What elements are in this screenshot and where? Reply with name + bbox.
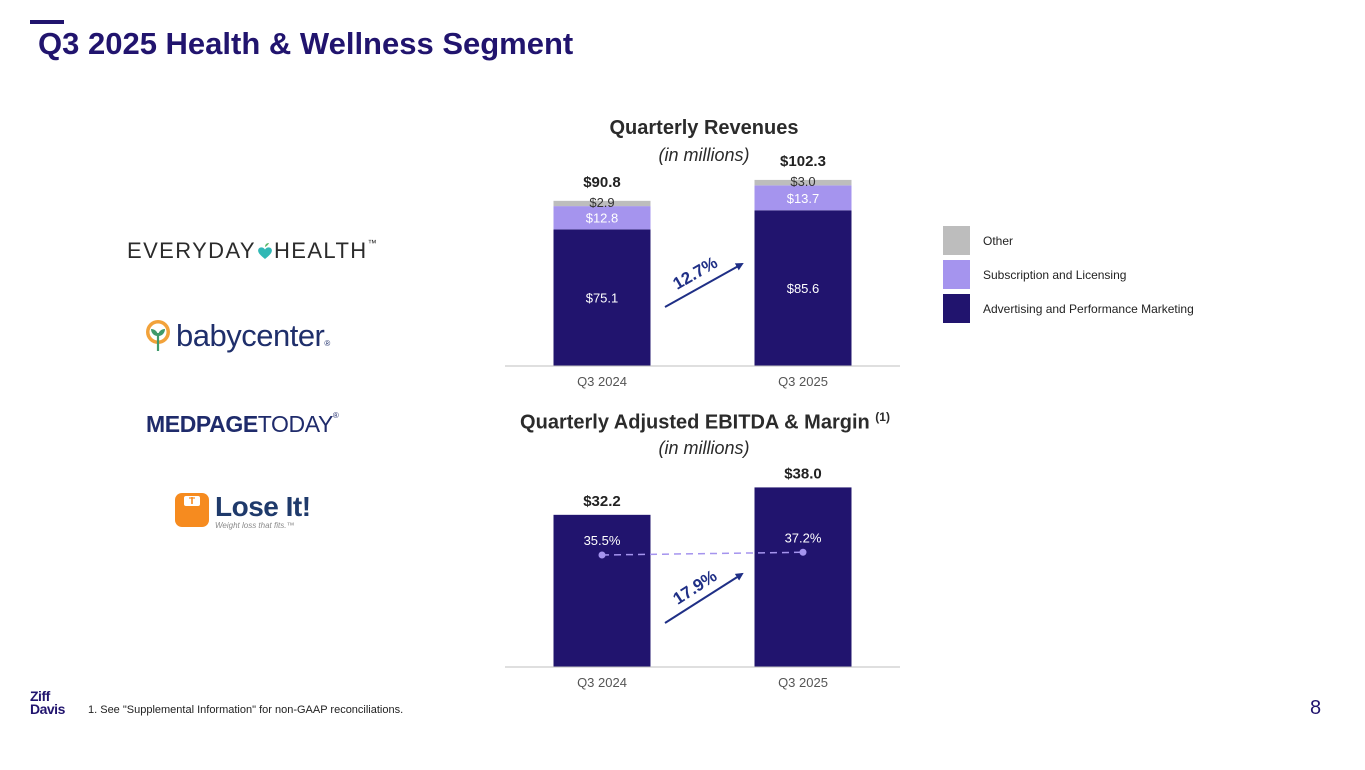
revenue-bar-advertising-2 bbox=[754, 210, 852, 366]
footnote: 1. See "Supplemental Information" for no… bbox=[88, 704, 404, 716]
revenue-chart-title: Quarterly Revenues bbox=[609, 117, 799, 139]
babycenter-wordmark: babycenter bbox=[176, 318, 325, 353]
apple-heart-icon bbox=[258, 243, 272, 259]
revenue-chart: $75.1 $12.8$2.9 $90.8 Q3 2024 $85.6 $13.7 $3.0… bbox=[505, 153, 900, 389]
legend-item-other: Other bbox=[943, 226, 1194, 255]
page-number: 8 bbox=[1310, 697, 1322, 719]
ziff-davis-logo-line2: Davis bbox=[30, 701, 65, 717]
sprout-icon bbox=[146, 320, 170, 351]
ebitda-margin-line bbox=[601, 551, 804, 556]
ebitda-chart-title-text: Quarterly Adjusted EBITDA & Margin bbox=[520, 411, 870, 434]
revenue-bar-advertising-1 bbox=[553, 229, 651, 366]
legend-label-subscription: Subscription and Licensing bbox=[983, 267, 1127, 282]
revenue-growth-label: 12.7% bbox=[670, 253, 721, 294]
revenue-label-subscription-2: $13.7 bbox=[787, 191, 820, 206]
ziff-davis-logo-line1: Ziff bbox=[30, 688, 50, 704]
everyday-health-trademark: ™ bbox=[367, 238, 377, 248]
everyday-health-logo-part2: HEALTH bbox=[274, 238, 368, 263]
revenue-label-other-1: $2.9 bbox=[589, 195, 614, 210]
page-title: Q3 2025 Health & Wellness Segment bbox=[38, 26, 574, 61]
revenue-label-other-2: $3.0 bbox=[790, 174, 815, 189]
revenue-total-label-1: $90.8 bbox=[583, 174, 621, 191]
revenue-legend: Other Subscription and Licensing Adverti… bbox=[943, 226, 1194, 328]
legend-item-advertising: Advertising and Performance Marketing bbox=[943, 294, 1194, 323]
revenue-category-label-2: Q3 2025 bbox=[778, 374, 828, 389]
lose-it-wordmark: Lose It! bbox=[215, 491, 311, 522]
ebitda-category-label-2: Q3 2025 bbox=[778, 675, 828, 690]
medpage-wordmark: MEDPAGE bbox=[146, 411, 258, 437]
ebitda-chart: $32.2 Q3 2024 35.5% $38.0 Q3 2025 37.2% 17.9% bbox=[505, 465, 900, 690]
ebitda-category-label-1: Q3 2024 bbox=[577, 675, 627, 690]
ebitda-margin-point-2 bbox=[799, 548, 807, 556]
title-accent-line bbox=[30, 20, 64, 24]
ebitda-growth-label: 17.9% bbox=[670, 566, 721, 608]
legend-swatch-advertising bbox=[943, 294, 970, 323]
ebitda-chart-title: Quarterly Adjusted EBITDA & Margin (1) bbox=[450, 410, 960, 435]
ebitda-margin-label-2: 37.2% bbox=[785, 530, 822, 545]
revenue-bar-other-2 bbox=[754, 179, 852, 186]
ebitda-footnote-marker: (1) bbox=[875, 410, 890, 424]
revenue-category-label-1: Q3 2024 bbox=[577, 374, 627, 389]
lose-it-logo: Lose It! Weight loss that fits.™ bbox=[175, 493, 311, 530]
medpage-today-trademark: ® bbox=[332, 411, 339, 420]
revenue-total-label-2: $102.3 bbox=[780, 153, 826, 170]
legend-label-other: Other bbox=[983, 233, 1014, 248]
legend-item-subscription: Subscription and Licensing bbox=[943, 260, 1194, 289]
ebitda-margin-label-1: 35.5% bbox=[584, 533, 621, 548]
legend-label-advertising: Advertising and Performance Marketing bbox=[983, 301, 1194, 316]
babycenter-trademark: ® bbox=[324, 339, 331, 348]
revenue-label-advertising-1: $75.1 bbox=[586, 291, 619, 306]
legend-swatch-subscription bbox=[943, 260, 970, 289]
ebitda-bar-2 bbox=[754, 487, 852, 667]
scale-app-icon bbox=[175, 493, 209, 527]
ebitda-value-label-2: $38.0 bbox=[784, 465, 822, 482]
revenue-chart-subtitle: (in millions) bbox=[658, 145, 750, 165]
revenue-label-subscription-1: $12.8 bbox=[586, 211, 619, 226]
revenue-growth-arrow bbox=[664, 263, 744, 308]
everyday-health-logo-part1: EVERYDAY bbox=[127, 238, 256, 263]
ebitda-bar-1 bbox=[553, 514, 651, 667]
medpage-today-logo: MEDPAGETODAY® bbox=[146, 411, 339, 438]
today-wordmark: TODAY bbox=[257, 411, 334, 437]
everyday-health-logo: EVERYDAY HEALTH™ bbox=[127, 238, 377, 264]
lose-it-tagline: Weight loss that fits.™ bbox=[215, 521, 295, 530]
revenue-bar-subscription-2 bbox=[754, 185, 852, 211]
ebitda-margin-point-1 bbox=[598, 551, 606, 559]
revenue-label-advertising-2: $85.6 bbox=[787, 281, 820, 296]
ebitda-growth-arrow bbox=[664, 572, 744, 624]
legend-swatch-other bbox=[943, 226, 970, 255]
ebitda-value-label-1: $32.2 bbox=[583, 493, 621, 510]
ziff-davis-logo: Ziff Davis bbox=[30, 688, 65, 717]
babycenter-logo: babycenter ® bbox=[145, 318, 330, 354]
revenue-bar-other-1 bbox=[553, 200, 651, 207]
revenue-bar-subscription-1 bbox=[553, 206, 651, 230]
ebitda-chart-subtitle: (in millions) bbox=[658, 438, 750, 458]
